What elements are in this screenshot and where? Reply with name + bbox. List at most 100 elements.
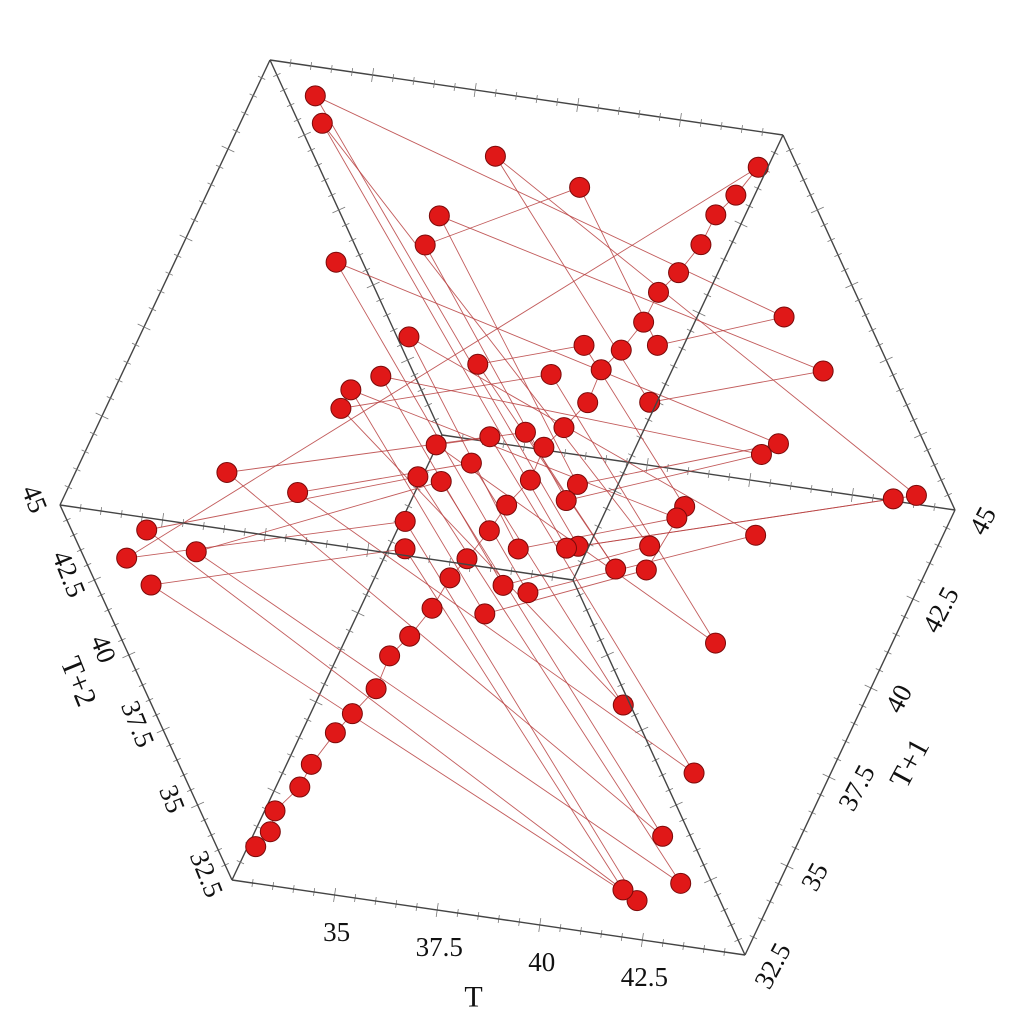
data-point xyxy=(767,433,789,455)
tick-mark xyxy=(597,103,600,113)
series-line xyxy=(150,584,638,901)
tick-mark xyxy=(341,222,350,228)
x-axis-title: T xyxy=(464,980,482,1013)
x-tick-label: 37.5 xyxy=(416,932,463,962)
z-tick-label: 45 xyxy=(16,481,54,517)
tick-mark xyxy=(827,237,835,243)
box-edge xyxy=(231,434,443,881)
tick-mark xyxy=(199,200,207,205)
box-edge xyxy=(269,59,784,136)
series-line xyxy=(335,261,529,593)
data-point xyxy=(507,538,529,560)
tick-mark xyxy=(267,787,281,795)
tick-mark xyxy=(165,271,173,276)
data-point xyxy=(635,559,657,581)
tick-labels: 35 37.5 40 42.5 32.5 35 37.5 40 42.5 45 32.5 35 37.5… xyxy=(16,481,1002,994)
tick-mark xyxy=(617,106,620,116)
data-point xyxy=(573,334,595,356)
series-line xyxy=(502,545,650,586)
data-point xyxy=(648,281,670,303)
data-point xyxy=(479,426,501,448)
data-point xyxy=(633,311,655,333)
data-point xyxy=(612,879,634,901)
data-point xyxy=(259,821,281,843)
data-point xyxy=(289,776,311,798)
data-point xyxy=(610,339,632,361)
tick-mark xyxy=(786,147,794,153)
tick-mark xyxy=(215,164,224,169)
tick-mark xyxy=(328,192,336,198)
box-edge xyxy=(231,879,746,956)
tick-mark xyxy=(355,252,364,258)
data-point xyxy=(394,538,416,560)
connecting-lines xyxy=(126,95,917,901)
data-point xyxy=(287,482,309,504)
y-tick-label: 32.5 xyxy=(748,938,797,994)
tick-mark xyxy=(81,449,89,454)
data-point xyxy=(882,488,904,510)
tick-mark xyxy=(658,112,661,122)
data-point xyxy=(324,722,346,744)
series-line xyxy=(424,244,567,501)
tick-mark xyxy=(699,118,702,128)
data-point xyxy=(379,645,401,667)
data-point xyxy=(519,469,541,491)
tick-mark xyxy=(424,402,433,408)
series-line xyxy=(566,498,894,549)
data-point xyxy=(484,145,506,167)
data-point xyxy=(652,825,674,847)
tick-mark xyxy=(106,396,115,401)
tick-mark xyxy=(494,88,497,98)
tick-mark xyxy=(871,493,874,503)
tick-mark xyxy=(830,487,833,497)
data-point xyxy=(555,537,577,559)
tick-mark xyxy=(453,82,456,92)
data-point xyxy=(725,184,747,206)
y-tick-label: 45 xyxy=(963,502,1002,540)
tick-mark xyxy=(307,147,316,153)
data-point xyxy=(812,360,834,382)
tick-mark xyxy=(89,431,98,436)
tick-mark xyxy=(73,467,81,472)
tick-mark xyxy=(417,387,426,393)
series-line xyxy=(126,166,759,559)
data-point xyxy=(245,836,267,858)
series-line xyxy=(518,517,677,550)
series-line xyxy=(146,529,624,891)
series-line xyxy=(408,336,519,550)
data-point xyxy=(492,574,514,596)
y-tick-label: 35 xyxy=(795,858,834,896)
series-line xyxy=(350,389,677,519)
tick-mark xyxy=(232,129,241,134)
data-point xyxy=(340,379,362,401)
tick-mark xyxy=(740,124,743,134)
tick-mark xyxy=(879,356,893,364)
tick-mark xyxy=(320,682,329,687)
tick-mark xyxy=(638,109,641,119)
data-point xyxy=(705,204,727,226)
data-point xyxy=(140,574,162,596)
data-point xyxy=(399,625,421,647)
tick-mark xyxy=(854,297,863,303)
tick-mark xyxy=(173,253,182,258)
z-tick-label: 35 xyxy=(153,781,191,817)
tick-mark xyxy=(707,469,710,479)
box-back-edges xyxy=(59,59,956,881)
data-point xyxy=(311,112,333,134)
data-point xyxy=(370,365,392,387)
tick-mark xyxy=(137,323,151,331)
tick-mark xyxy=(123,360,131,365)
tick-mark xyxy=(875,342,884,348)
series-line xyxy=(150,548,406,586)
tick-mark xyxy=(937,477,946,483)
data-point xyxy=(514,421,536,443)
tick-mark xyxy=(241,111,249,116)
tick-mark xyxy=(287,753,295,758)
x-tick-label: 35 xyxy=(323,917,350,947)
tick-mark xyxy=(523,442,526,452)
data-point xyxy=(905,484,927,506)
data-point xyxy=(670,872,692,894)
data-point xyxy=(300,753,322,775)
data-point xyxy=(460,452,482,474)
data-point xyxy=(533,436,555,458)
